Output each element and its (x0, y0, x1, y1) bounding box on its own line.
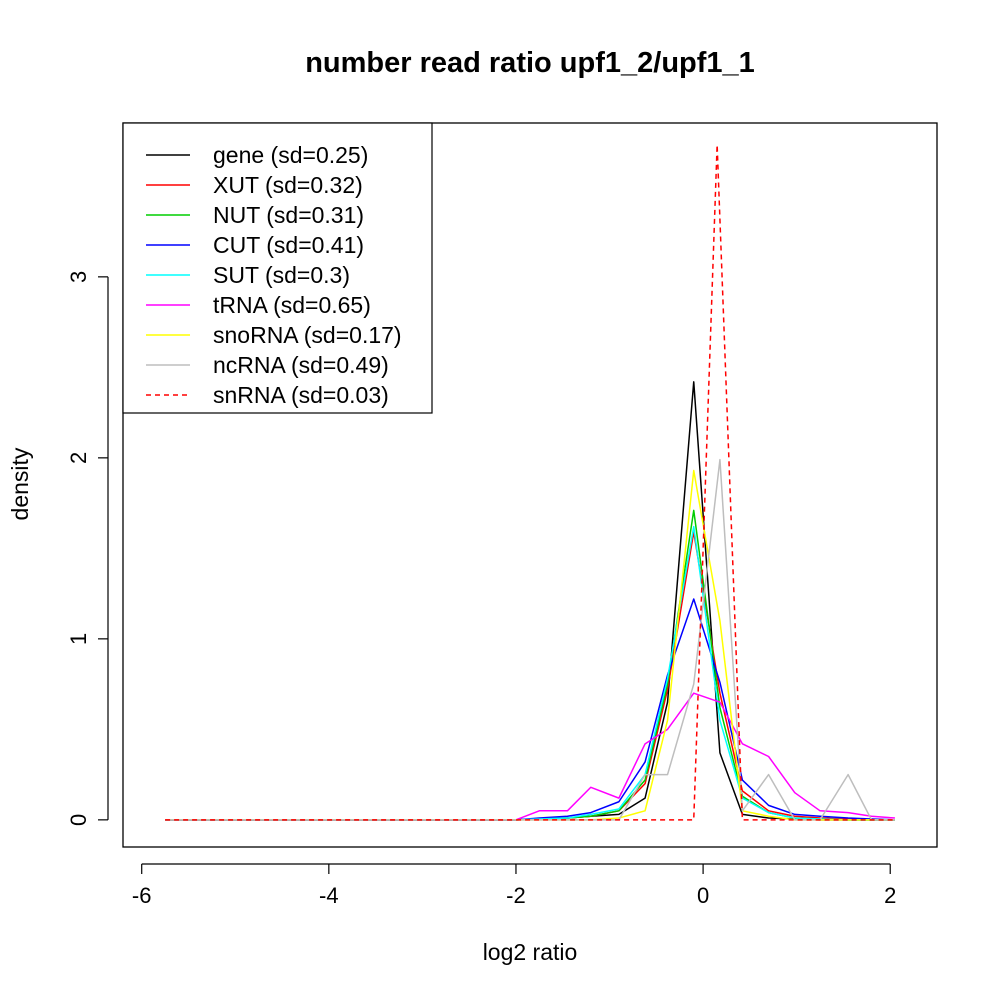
legend-label-trna: tRNA (sd=0.65) (213, 292, 371, 318)
legend-label-snrna: snRNA (sd=0.03) (213, 382, 389, 408)
series-line-sut (165, 525, 895, 821)
series-line-gene (165, 381, 895, 821)
y-tick-label: 3 (66, 271, 91, 283)
legend-label-xut: XUT (sd=0.32) (213, 172, 363, 198)
legend-label-gene: gene (sd=0.25) (213, 142, 368, 168)
legend: gene (sd=0.25) XUT (sd=0.32) NUT (sd=0.31)… (122, 122, 433, 414)
y-tick-label: 2 (66, 452, 91, 464)
legend-label-snorna: snoRNA (sd=0.17) (213, 322, 402, 348)
series-line-nut (165, 509, 895, 821)
legend-label-cut: CUT (sd=0.41) (213, 232, 364, 258)
x-tick-label: 2 (884, 883, 896, 908)
plot-area-frame (122, 122, 938, 848)
y-tick-label: 1 (66, 633, 91, 645)
series-line-cut (165, 598, 895, 821)
x-axis-label: log2 ratio (483, 939, 578, 965)
chart-title: number read ratio upf1_2/upf1_1 (305, 47, 755, 79)
y-axis: 0 1 2 3 (66, 271, 109, 826)
x-tick-label: -6 (132, 883, 152, 908)
series-layer (165, 143, 895, 821)
x-tick-label: 0 (697, 883, 709, 908)
series-line-trna (165, 692, 895, 821)
y-tick-label: 0 (66, 814, 91, 826)
x-tick-label: -2 (506, 883, 526, 908)
legend-label-nut: NUT (sd=0.31) (213, 202, 364, 228)
series-line-snorna (165, 469, 895, 821)
y-axis-label: density (7, 447, 33, 520)
series-line-xut (165, 531, 895, 821)
x-axis: -6 -4 -2 0 2 (132, 863, 896, 908)
legend-label-ncrna: ncRNA (sd=0.49) (213, 352, 389, 378)
series-line-ncrna (165, 458, 895, 821)
x-tick-label: -4 (319, 883, 339, 908)
series-line-snrna (165, 143, 895, 821)
legend-label-sut: SUT (sd=0.3) (213, 262, 350, 288)
